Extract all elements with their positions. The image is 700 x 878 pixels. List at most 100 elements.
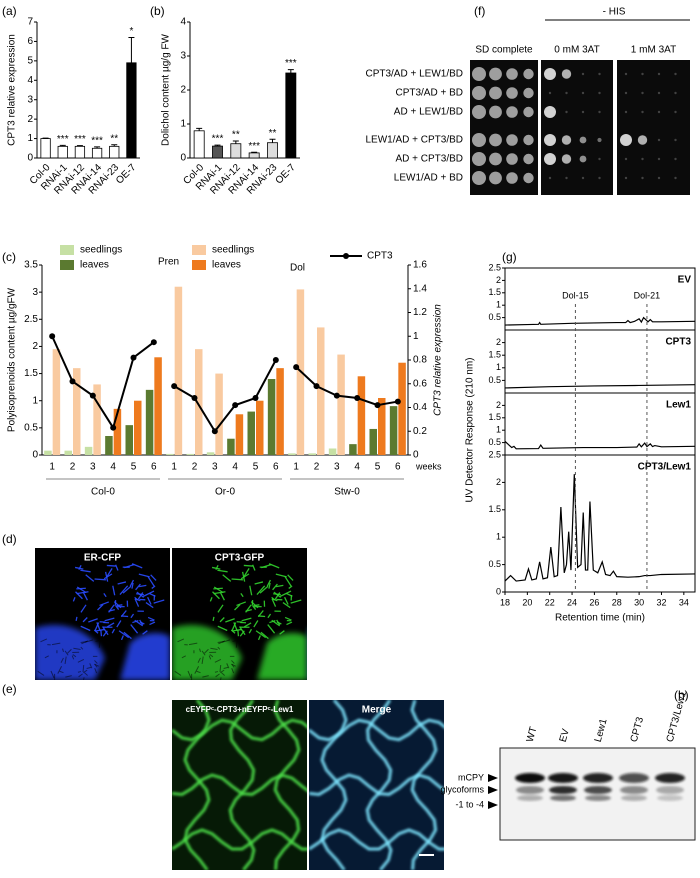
- colony: [561, 135, 572, 145]
- band: [655, 773, 685, 783]
- er-network: [65, 675, 72, 678]
- series-name: EV: [678, 275, 692, 286]
- colony: [561, 154, 572, 164]
- er-network: [286, 592, 293, 597]
- colony: [598, 110, 601, 114]
- er-network: [80, 569, 91, 573]
- er-network: [371, 622, 374, 630]
- er-network: [364, 663, 366, 668]
- er-network: [377, 626, 383, 634]
- er-network: [350, 617, 351, 621]
- colony: [624, 91, 628, 95]
- er-network: [271, 596, 276, 601]
- cell-outline: [273, 700, 301, 870]
- er-network: [77, 658, 85, 663]
- er-network: [393, 631, 403, 638]
- y-tick-label: 1.5: [488, 504, 501, 514]
- er-network: [414, 622, 418, 624]
- significance: **: [110, 133, 118, 144]
- er-network: [255, 630, 267, 639]
- column-header: 0 mM 3AT: [554, 45, 599, 56]
- y-tick-label: 3: [27, 94, 33, 105]
- cell-blob: [394, 633, 444, 680]
- er-network: [231, 668, 235, 674]
- er-network: [115, 605, 120, 610]
- panel-label: (a): [2, 4, 17, 18]
- colony: [489, 133, 502, 147]
- image-label: ER-CFP: [84, 705, 122, 716]
- er-network: [373, 602, 382, 605]
- column-group-title: - HIS: [603, 7, 626, 18]
- er-network: [372, 605, 378, 610]
- er-network: [82, 664, 85, 673]
- er-network: [73, 647, 81, 651]
- er-network: [174, 670, 182, 676]
- er-network: [222, 574, 232, 582]
- er-network: [351, 587, 360, 593]
- y-tick-label: 2.5: [488, 449, 501, 459]
- er-network: [355, 626, 364, 630]
- er-network: [423, 622, 428, 625]
- error-bar: [76, 145, 83, 147]
- panel-label: (h): [674, 688, 689, 702]
- er-network: [232, 628, 242, 632]
- er-network: [368, 660, 371, 663]
- er-network: [361, 667, 365, 668]
- er-network: [409, 620, 417, 626]
- image: [309, 548, 444, 682]
- er-network: [201, 656, 204, 665]
- arrow: [488, 774, 498, 782]
- er-network: [257, 610, 264, 618]
- er-network: [406, 583, 407, 589]
- er-network: [368, 664, 372, 666]
- legend-marker: [343, 253, 349, 259]
- er-network: [82, 592, 88, 601]
- colony: [523, 134, 534, 146]
- er-network: [134, 619, 144, 627]
- bar: [230, 143, 242, 159]
- colony: [472, 152, 486, 166]
- er-network: [392, 582, 400, 584]
- x-tick-label: 4: [232, 462, 238, 473]
- lane-label: WT: [525, 726, 540, 744]
- line: [504, 474, 696, 582]
- er-network: [398, 632, 406, 638]
- cell-outline: [172, 828, 307, 851]
- er-network: [279, 630, 285, 635]
- x-tick-label: 2: [70, 462, 76, 473]
- er-network: [217, 625, 228, 632]
- er-network: [405, 614, 408, 618]
- band-label: -1 to -4: [455, 799, 484, 809]
- er-network: [288, 585, 293, 589]
- y2-tick-label: 0.6: [413, 378, 427, 389]
- colony: [581, 91, 585, 95]
- er-network: [381, 565, 390, 566]
- er-network: [386, 629, 388, 633]
- x-tick-label: 18: [500, 597, 510, 607]
- er-network: [240, 573, 250, 580]
- er-network: [151, 585, 156, 589]
- er-network: [377, 626, 383, 634]
- er-network: [282, 602, 291, 609]
- er-network: [381, 623, 388, 627]
- er-network: [352, 659, 358, 662]
- bar: [91, 147, 103, 159]
- colony: [581, 72, 585, 76]
- colony: [544, 153, 556, 165]
- er-network: [425, 575, 430, 581]
- background: [309, 548, 444, 680]
- er-network: [358, 673, 361, 676]
- er-network: [217, 604, 224, 613]
- er-network: [103, 592, 107, 598]
- er-network: [357, 677, 358, 682]
- colony: [472, 133, 486, 147]
- er-network: [131, 563, 143, 569]
- er-network: [355, 641, 362, 644]
- er-network: [219, 592, 225, 601]
- bar: [328, 448, 337, 455]
- er-network: [341, 649, 345, 653]
- er-network: [409, 599, 412, 607]
- y-tick-label: 2: [32, 341, 38, 352]
- significance: ***: [212, 134, 224, 145]
- image: [172, 700, 307, 870]
